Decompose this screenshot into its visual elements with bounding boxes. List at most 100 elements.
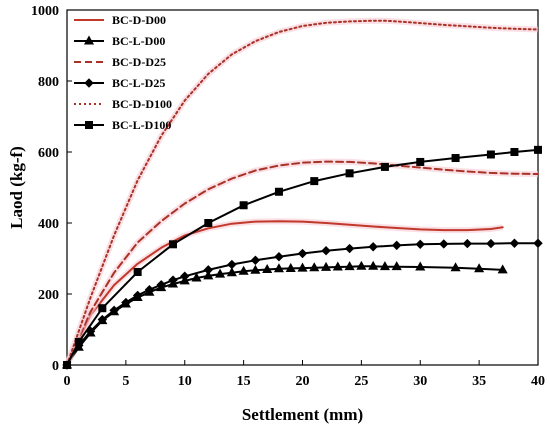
series-line xyxy=(66,265,504,366)
series-bc-l-d00 xyxy=(61,260,508,369)
triangle-marker xyxy=(332,261,343,271)
square-marker xyxy=(204,219,213,227)
diamond-marker xyxy=(274,252,284,262)
y-tick-label: 0 xyxy=(52,359,59,374)
series-bc-d-d25 xyxy=(64,158,539,367)
diamond-marker xyxy=(156,280,166,290)
y-tick-label: 800 xyxy=(38,75,59,90)
legend-label: BC-L-D25 xyxy=(112,76,165,90)
x-tick-label: 25 xyxy=(354,374,368,389)
square-marker xyxy=(345,169,354,178)
triangle-marker xyxy=(379,261,390,271)
diamond-marker xyxy=(250,255,261,265)
square-marker xyxy=(85,121,93,129)
square-marker xyxy=(534,145,542,154)
x-tick-label: 10 xyxy=(178,374,192,389)
diamond-marker xyxy=(297,248,308,259)
diamond-marker xyxy=(203,265,214,275)
legend-item: BC-D-D25 xyxy=(74,55,166,69)
diamond-marker xyxy=(180,271,190,281)
y-tick-label: 200 xyxy=(38,288,59,303)
series-bc-d-d00 xyxy=(64,218,504,367)
diamond-marker xyxy=(227,259,237,270)
triangle-marker xyxy=(368,260,379,270)
diamond-marker xyxy=(533,238,543,248)
triangle-marker xyxy=(474,263,485,273)
triangle-marker xyxy=(391,261,402,271)
triangle-marker xyxy=(297,262,308,272)
diamond-marker xyxy=(486,238,496,249)
diamond-marker xyxy=(84,78,94,88)
diamond-marker xyxy=(144,285,155,295)
series-bc-d-d100 xyxy=(64,17,539,366)
triangle-marker xyxy=(250,264,261,274)
triangle-marker xyxy=(450,262,461,272)
triangle-marker xyxy=(238,265,249,275)
diamond-marker xyxy=(462,238,473,249)
diamond-marker xyxy=(368,242,378,252)
legend-item: BC-D-D100 xyxy=(74,97,172,111)
square-marker xyxy=(168,240,177,249)
square-marker xyxy=(510,148,519,156)
square-marker xyxy=(451,154,460,163)
x-tick-label: 0 xyxy=(64,374,71,389)
triangle-marker xyxy=(203,270,214,280)
y-axis-title: Laod (kg-f) xyxy=(7,146,26,229)
x-tick-label: 40 xyxy=(531,374,545,389)
y-tick-label: 600 xyxy=(38,146,59,161)
legend-label: BC-D-D00 xyxy=(112,13,166,27)
square-marker xyxy=(416,157,425,166)
legend-item: BC-L-D25 xyxy=(74,76,165,90)
square-marker xyxy=(239,201,248,210)
legend-item: BC-D-D00 xyxy=(74,13,166,27)
x-tick-label: 30 xyxy=(413,374,427,389)
series-line xyxy=(66,160,539,366)
series-line xyxy=(66,19,539,366)
x-tick-label: 20 xyxy=(296,374,310,389)
legend-label: BC-D-D25 xyxy=(112,55,166,69)
triangle-marker xyxy=(415,261,426,271)
triangle-marker xyxy=(309,262,320,272)
series-bc-l-d25 xyxy=(62,238,543,370)
legend: BC-D-D00 BC-L-D00 BC-D-D25 BC-L-D25 BC-D-D10… xyxy=(74,13,172,132)
legend-item: BC-L-D100 xyxy=(74,118,171,132)
diamond-marker xyxy=(344,243,355,254)
series-halo xyxy=(64,218,504,367)
legend-label: BC-L-D00 xyxy=(112,34,165,48)
square-marker xyxy=(380,162,389,171)
diamond-marker xyxy=(415,239,425,250)
diamond-marker xyxy=(439,239,449,249)
diamond-marker xyxy=(391,240,402,251)
diamond-marker xyxy=(97,314,108,325)
square-marker xyxy=(63,361,71,369)
diamond-marker xyxy=(132,290,143,301)
series-layer xyxy=(61,17,543,370)
square-marker xyxy=(486,150,495,159)
legend-label: BC-D-D100 xyxy=(112,97,172,111)
triangle-marker xyxy=(344,261,355,271)
square-marker xyxy=(74,337,83,346)
legend-item: BC-L-D00 xyxy=(74,34,165,48)
x-tick-label: 35 xyxy=(472,374,486,389)
legend-label: BC-L-D100 xyxy=(112,118,171,132)
square-marker xyxy=(310,177,319,186)
triangle-marker xyxy=(273,263,285,273)
x-tick-label: 5 xyxy=(122,374,129,389)
triangle-marker xyxy=(191,272,202,282)
triangle-marker xyxy=(320,261,332,271)
series-line xyxy=(66,148,539,366)
square-marker xyxy=(133,267,142,276)
triangle-marker xyxy=(262,263,273,274)
diamond-marker xyxy=(509,238,520,248)
square-marker xyxy=(274,187,283,196)
triangle-marker xyxy=(356,260,367,270)
triangle-marker xyxy=(215,268,226,278)
x-tick-label: 15 xyxy=(237,374,251,389)
series-line xyxy=(66,220,504,366)
diamond-marker xyxy=(321,245,331,256)
square-marker xyxy=(98,304,107,313)
y-tick-label: 400 xyxy=(38,217,59,232)
triangle-marker xyxy=(285,262,296,272)
